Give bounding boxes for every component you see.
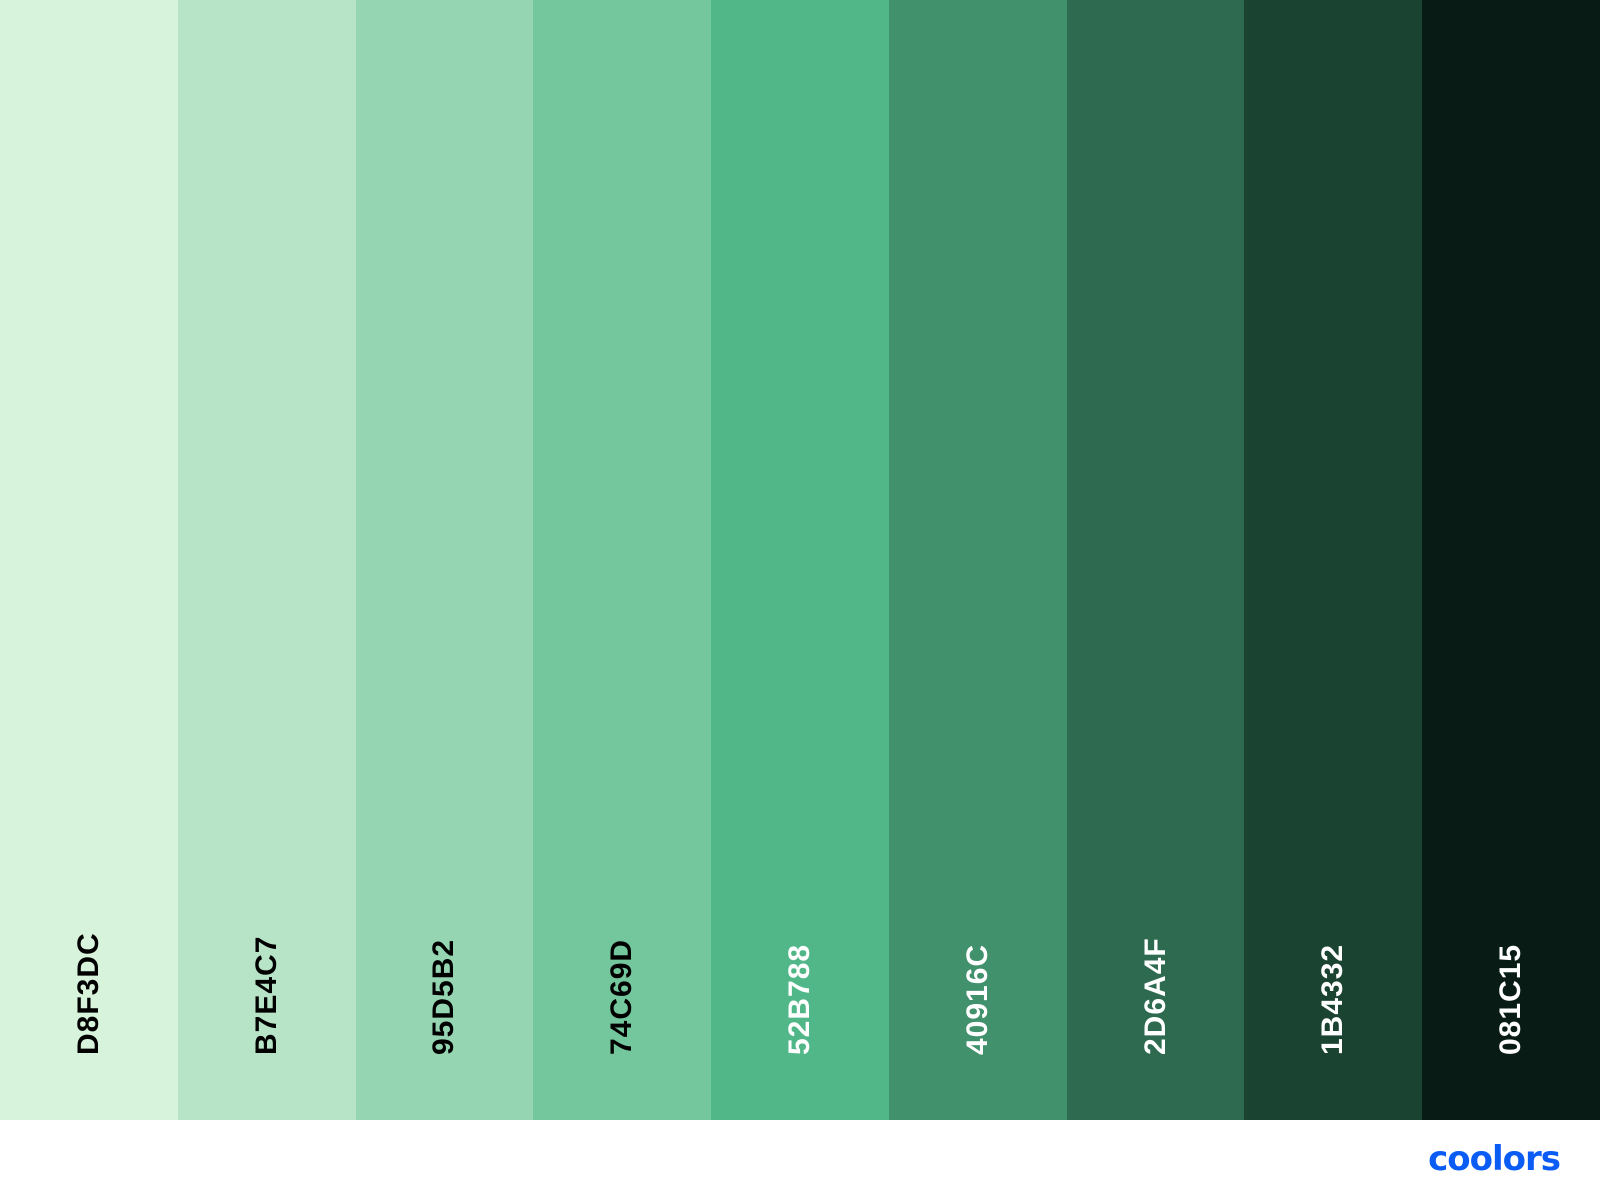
swatch-hex-label: 2D6A4F xyxy=(1138,937,1172,1055)
swatch-hex-label: 40916C xyxy=(960,943,994,1055)
swatch-hex-label: D8F3DC xyxy=(71,932,105,1055)
color-swatch-5[interactable]: 52B788 xyxy=(711,0,889,1120)
footer-bar: coolors xyxy=(0,1120,1600,1200)
color-swatch-4[interactable]: 74C69D xyxy=(533,0,712,1120)
color-swatch-8[interactable]: 1B4332 xyxy=(1244,0,1423,1120)
color-swatch-9[interactable]: 081C15 xyxy=(1422,0,1600,1120)
color-swatch-1[interactable]: D8F3DC xyxy=(0,0,178,1120)
color-palette: D8F3DC B7E4C7 95D5B2 74C69D 52B788 40916… xyxy=(0,0,1600,1120)
color-swatch-6[interactable]: 40916C xyxy=(888,0,1067,1120)
swatch-hex-label: 081C15 xyxy=(1494,943,1528,1055)
swatch-hex-label: 95D5B2 xyxy=(427,938,461,1055)
swatch-hex-label: 74C69D xyxy=(605,938,639,1055)
swatch-hex-label: B7E4C7 xyxy=(249,935,283,1055)
swatch-hex-label: 52B788 xyxy=(783,943,817,1055)
color-swatch-7[interactable]: 2D6A4F xyxy=(1066,0,1245,1120)
coolors-logo[interactable]: coolors xyxy=(1428,1139,1561,1179)
swatch-hex-label: 1B4332 xyxy=(1316,943,1350,1055)
color-swatch-3[interactable]: 95D5B2 xyxy=(355,0,534,1120)
color-swatch-2[interactable]: B7E4C7 xyxy=(177,0,356,1120)
